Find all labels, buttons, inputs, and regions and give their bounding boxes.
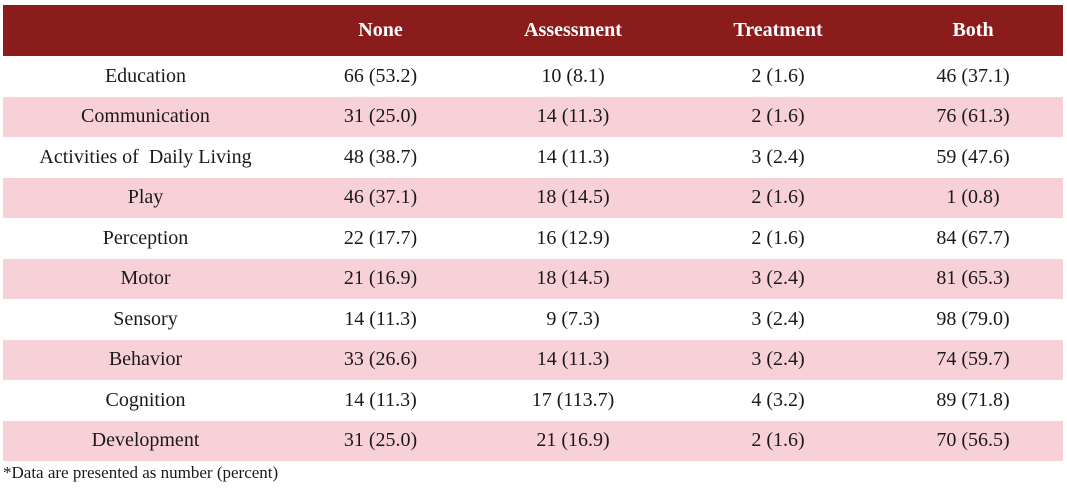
cell-treatment: 3 (2.4) — [751, 307, 805, 330]
cell-both: 76 (61.3) — [936, 105, 1010, 128]
cell-both: 1 (0.8) — [946, 186, 1000, 209]
cell-none: 46 (37.1) — [343, 186, 418, 209]
cell-both: 89 (71.8) — [936, 388, 1010, 411]
cell-none: 31 (25.0) — [343, 105, 418, 128]
cell-both: 81 (65.3) — [936, 267, 1010, 290]
cell-none: 22 (17.7) — [343, 226, 418, 249]
row-label: Development — [91, 429, 200, 452]
cell-none: 66 (53.2) — [343, 64, 418, 87]
cell-both: 70 (56.5) — [936, 429, 1010, 452]
cell-both: 46 (37.1) — [936, 64, 1010, 87]
table-row: Cognition 14 (11.3) 17 (113.7) 4 (3.2) 8… — [3, 380, 1063, 421]
cell-treatment: 2 (1.6) — [751, 186, 805, 209]
cell-treatment: 4 (3.2) — [751, 388, 805, 411]
cell-both: 59 (47.6) — [936, 145, 1010, 168]
data-table-container: None Assessment Treatment Both Education… — [3, 5, 1063, 461]
cell-treatment: 2 (1.6) — [751, 226, 805, 249]
row-label: Activities of Daily Living — [39, 145, 252, 168]
cell-assessment: 17 (113.7) — [531, 388, 615, 411]
cell-assessment: 9 (7.3) — [546, 307, 600, 330]
header-cell-label — [3, 5, 288, 56]
table-row: Play 46 (37.1) 18 (14.5) 2 (1.6) 1 (0.8) — [3, 177, 1063, 218]
header-cell-treatment: Treatment — [733, 19, 823, 41]
row-label: Sensory — [113, 307, 178, 330]
table-row: Education 66 (53.2) 10 (8.1) 2 (1.6) 46 … — [3, 56, 1063, 97]
cell-none: 48 (38.7) — [343, 145, 418, 168]
row-label: Perception — [102, 226, 189, 249]
cell-none: 31 (25.0) — [343, 429, 418, 452]
cell-treatment: 3 (2.4) — [751, 267, 805, 290]
cell-treatment: 2 (1.6) — [751, 64, 805, 87]
cell-none: 21 (16.9) — [343, 267, 418, 290]
row-label: Motor — [120, 267, 171, 290]
table-row: Communication 31 (25.0) 14 (11.3) 2 (1.6… — [3, 96, 1063, 137]
table-body: Education 66 (53.2) 10 (8.1) 2 (1.6) 46 … — [3, 56, 1063, 461]
row-label: Cognition — [105, 388, 186, 411]
row-label: Play — [127, 186, 164, 209]
table-row: Behavior 33 (26.6) 14 (11.3) 3 (2.4) 74 … — [3, 339, 1063, 380]
table-row: Activities of Daily Living 48 (38.7) 14 … — [3, 137, 1063, 178]
cell-assessment: 14 (11.3) — [536, 105, 610, 128]
cell-none: 14 (11.3) — [344, 388, 417, 411]
cell-both: 74 (59.7) — [936, 348, 1010, 371]
table-footnote: *Data are presented as number (percent) — [3, 463, 279, 482]
table-row: Sensory 14 (11.3) 9 (7.3) 3 (2.4) 98 (79… — [3, 299, 1063, 340]
cell-assessment: 14 (11.3) — [536, 348, 610, 371]
header-cell-assessment: Assessment — [524, 19, 622, 41]
row-label: Communication — [81, 105, 210, 128]
cell-none: 33 (26.6) — [343, 348, 418, 371]
cell-treatment: 2 (1.6) — [751, 105, 805, 128]
cell-treatment: 3 (2.4) — [751, 348, 805, 371]
cell-none: 14 (11.3) — [344, 307, 417, 330]
cell-both: 84 (67.7) — [936, 226, 1010, 249]
row-label: Education — [104, 64, 187, 87]
table-row: Perception 22 (17.7) 16 (12.9) 2 (1.6) 8… — [3, 218, 1063, 259]
cell-both: 98 (79.0) — [936, 307, 1010, 330]
header-row: None Assessment Treatment Both — [3, 5, 1063, 56]
cell-assessment: 14 (11.3) — [536, 145, 610, 168]
table-row: Motor 21 (16.9) 18 (14.5) 3 (2.4) 81 (65… — [3, 258, 1063, 299]
cell-assessment: 18 (14.5) — [536, 267, 610, 290]
header-cell-both: Both — [952, 19, 994, 41]
cell-assessment: 18 (14.5) — [536, 186, 610, 209]
data-table: None Assessment Treatment Both Education… — [3, 5, 1063, 461]
cell-assessment: 21 (16.9) — [536, 429, 610, 452]
table-header: None Assessment Treatment Both — [3, 5, 1063, 56]
row-label: Behavior — [108, 348, 183, 371]
cell-assessment: 16 (12.9) — [536, 226, 610, 249]
cell-treatment: 2 (1.6) — [751, 429, 805, 452]
header-cell-none: None — [358, 19, 403, 41]
cell-assessment: 10 (8.1) — [541, 64, 605, 87]
cell-treatment: 3 (2.4) — [751, 145, 805, 168]
table-row: Development 31 (25.0) 21 (16.9) 2 (1.6) … — [3, 420, 1063, 461]
